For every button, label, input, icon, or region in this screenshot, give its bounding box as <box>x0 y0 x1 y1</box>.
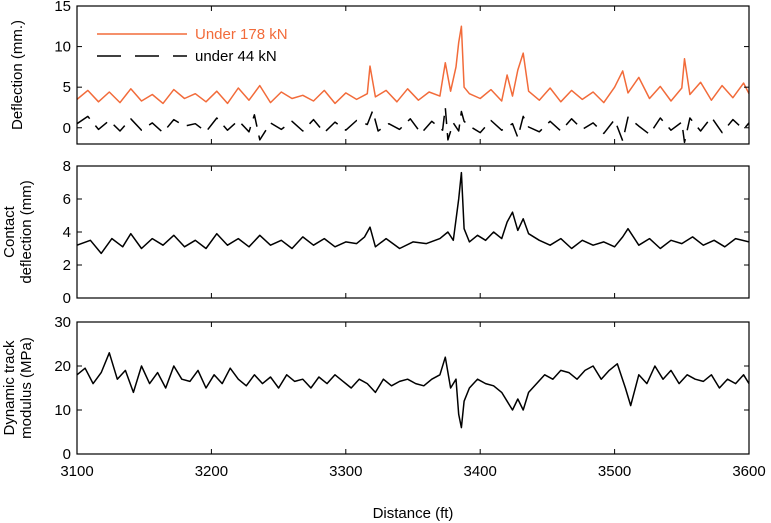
chart-panel-3: 0 10 20 30 3100 3200 3300 3400 3500 3600 Dynamic t… <box>1 314 766 522</box>
y-axis-label: Contact <box>1 205 18 258</box>
y-tick-label: 0 <box>63 446 71 463</box>
chart-panel-1: 0 5 10 15 Deflection (mm.) Under 178 kN under … <box>9 0 750 145</box>
x-axis-label: Distance (ft) <box>373 505 454 522</box>
series-line-2-1 <box>77 171 749 255</box>
plot-frame-1 <box>76 5 750 145</box>
x-tick-label: 3200 <box>195 463 228 480</box>
legend-label: under 44 kN <box>195 48 277 65</box>
y-axis-label: Deflection (mm.) <box>9 20 26 130</box>
y-tick-label: 6 <box>63 191 71 208</box>
series-line-1-1 <box>77 25 749 105</box>
y-tick-label: 2 <box>63 257 71 274</box>
y-tick-label: 4 <box>63 224 71 241</box>
x-tick-label: 3600 <box>732 463 765 480</box>
y-tick-label: 15 <box>54 0 71 15</box>
x-tick-label: 3100 <box>60 463 93 480</box>
plot-frame-2 <box>76 165 750 299</box>
y-tick-label: 20 <box>54 358 71 375</box>
chart-panel-2: 0 2 4 6 8 Contact deflection (mm) <box>1 158 750 307</box>
y-tick-label: 5 <box>63 79 71 96</box>
y-tick-label: 0 <box>63 120 71 137</box>
y-tick-label: 0 <box>63 290 71 307</box>
series-line-1-2 <box>77 106 749 144</box>
y-axis-label: Dynamic track <box>1 340 18 436</box>
y-tick-label: 10 <box>54 402 71 419</box>
legend: Under 178 kN under 44 kN <box>97 26 288 65</box>
y-tick-label: 30 <box>54 314 71 331</box>
y-tick-label: 10 <box>54 39 71 56</box>
y-axis-label: modulus (MPa) <box>18 337 35 439</box>
x-tick-label: 3300 <box>329 463 362 480</box>
y-tick-label: 8 <box>63 158 71 175</box>
plot-frame-3 <box>76 321 750 455</box>
y-axis-label: deflection (mm) <box>18 180 35 283</box>
legend-label: Under 178 kN <box>195 26 288 43</box>
x-tick-label: 3400 <box>464 463 497 480</box>
x-tick-label: 3500 <box>598 463 631 480</box>
series-line-3-1 <box>77 352 749 429</box>
